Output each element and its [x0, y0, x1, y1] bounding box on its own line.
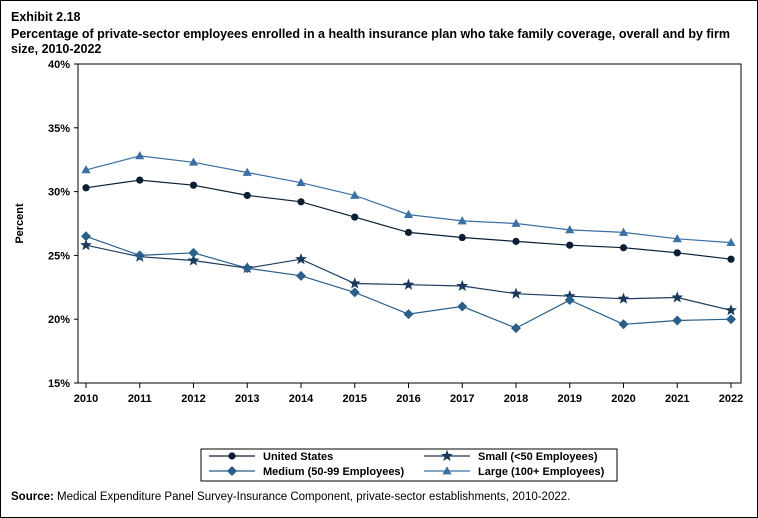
- x-tick-label: 2019: [558, 393, 582, 405]
- source-note: Source: Medical Expenditure Panel Survey…: [11, 491, 570, 503]
- data-point-medium-50-99-employees: [511, 323, 521, 334]
- series-line-united-states: [85, 179, 732, 260]
- data-point-medium-50-99-employees: [672, 315, 683, 326]
- data-point-large-100-employees: [242, 167, 252, 176]
- data-point-united-states: [351, 213, 359, 221]
- data-point-medium-50-99-employees: [349, 287, 360, 298]
- data-point-large-100-employees: [726, 237, 736, 247]
- x-tick-label: 2020: [611, 393, 635, 405]
- data-point-medium-50-99-employees: [403, 309, 414, 320]
- data-point-united-states: [619, 244, 628, 252]
- legend-box: [200, 448, 618, 482]
- data-point-united-states: [297, 198, 305, 206]
- x-tick-label: 2017: [450, 393, 474, 405]
- y-tick-label: 30%: [48, 187, 70, 199]
- data-point-medium-50-99-employees: [618, 319, 629, 330]
- x-tick-label: 2011: [128, 393, 152, 405]
- x-tick-label: 2016: [396, 393, 420, 405]
- data-point-medium-50-99-employees: [81, 231, 91, 242]
- x-tick-label: 2014: [289, 393, 314, 405]
- data-point-united-states: [566, 241, 574, 249]
- plot-area: [77, 63, 742, 384]
- data-point-medium-50-99-employees: [726, 314, 736, 325]
- data-point-large-100-employees: [350, 190, 360, 199]
- series-medium-50-99-employees: [81, 231, 736, 334]
- y-axis-title: Percent: [14, 203, 26, 244]
- source-label: Source:: [11, 491, 54, 503]
- data-point-medium-50-99-employees: [296, 270, 306, 281]
- data-point-united-states: [512, 237, 520, 245]
- legend-marker-medium-50-99-employees: [227, 466, 237, 476]
- data-point-large-100-employees: [81, 165, 91, 174]
- legend-label-small-50-employees: Small (<50 Employees): [478, 451, 598, 463]
- data-point-large-100-employees: [565, 225, 575, 234]
- line-chart: 15% 20% 25% 30% 35% 40% Percent 2010 2011 2012 201…: [14, 59, 743, 482]
- data-point-large-100-employees: [672, 234, 682, 243]
- chart-title: Percentage of private-sector employees e…: [11, 27, 730, 56]
- data-point-large-100-employees: [618, 227, 629, 236]
- legend-label-united-states: United States: [263, 451, 333, 463]
- y-tick-label: 40%: [48, 59, 70, 71]
- data-point-united-states: [136, 176, 144, 184]
- x-tick-label: 2018: [504, 393, 528, 405]
- x-tick-label: 2010: [74, 393, 98, 405]
- data-point-united-states: [189, 181, 198, 189]
- legend-marker-large-100-employees: [442, 466, 452, 475]
- x-tick-label: 2015: [343, 393, 367, 405]
- y-tick-label: 35%: [48, 123, 70, 135]
- data-point-united-states: [727, 255, 735, 263]
- series-large-100-employees: [81, 151, 736, 247]
- data-point-small-50-employees: [187, 254, 200, 266]
- data-point-large-100-employees: [511, 218, 521, 227]
- data-point-united-states: [82, 184, 90, 192]
- legend-marker-small-50-employees: [441, 449, 453, 462]
- data-point-medium-50-99-employees: [242, 263, 253, 274]
- x-tick-label: 2022: [719, 393, 743, 405]
- series-small-50-employees: [80, 238, 737, 316]
- data-point-small-50-employees: [456, 279, 469, 292]
- data-point-large-100-employees: [188, 157, 199, 166]
- data-point-large-100-employees: [457, 216, 467, 225]
- data-point-united-states: [458, 233, 466, 242]
- legend-marker-united-states: [228, 452, 236, 460]
- data-point-small-50-employees: [617, 292, 630, 304]
- y-tick-label: 20%: [48, 314, 70, 326]
- data-point-united-states: [243, 191, 251, 200]
- data-point-united-states: [673, 249, 681, 257]
- data-point-small-50-employees: [348, 277, 361, 289]
- x-tick-label: 2012: [181, 393, 205, 405]
- y-tick-label: 15%: [48, 378, 70, 390]
- data-point-small-50-employees: [80, 238, 92, 251]
- source-text: Medical Expenditure Panel Survey-Insuran…: [57, 491, 571, 503]
- legend-label-medium-50-99-employees: Medium (50-99 Employees): [263, 466, 405, 478]
- exhibit-label: Exhibit 2.18: [11, 10, 81, 24]
- data-point-united-states: [404, 228, 413, 237]
- data-point-large-100-employees: [135, 151, 145, 160]
- data-point-small-50-employees: [295, 253, 307, 265]
- x-tick-label: 2021: [665, 393, 689, 405]
- series-line-small-50-employees: [85, 244, 732, 311]
- legend-label-large-100-employees: Large (100+ Employees): [478, 466, 605, 478]
- data-point-small-50-employees: [725, 304, 737, 316]
- x-tick-label: 2013: [235, 393, 259, 405]
- data-point-small-50-employees: [510, 287, 522, 299]
- data-point-large-100-employees: [403, 209, 414, 218]
- data-point-medium-50-99-employees: [188, 247, 199, 258]
- series-united-states: [82, 176, 735, 263]
- data-point-medium-50-99-employees: [457, 301, 468, 312]
- data-point-large-100-employees: [296, 177, 306, 187]
- data-point-medium-50-99-employees: [134, 250, 145, 261]
- data-point-small-50-employees: [402, 278, 415, 290]
- y-tick-label: 25%: [48, 250, 70, 262]
- data-point-small-50-employees: [671, 291, 684, 303]
- data-point-medium-50-99-employees: [564, 295, 575, 306]
